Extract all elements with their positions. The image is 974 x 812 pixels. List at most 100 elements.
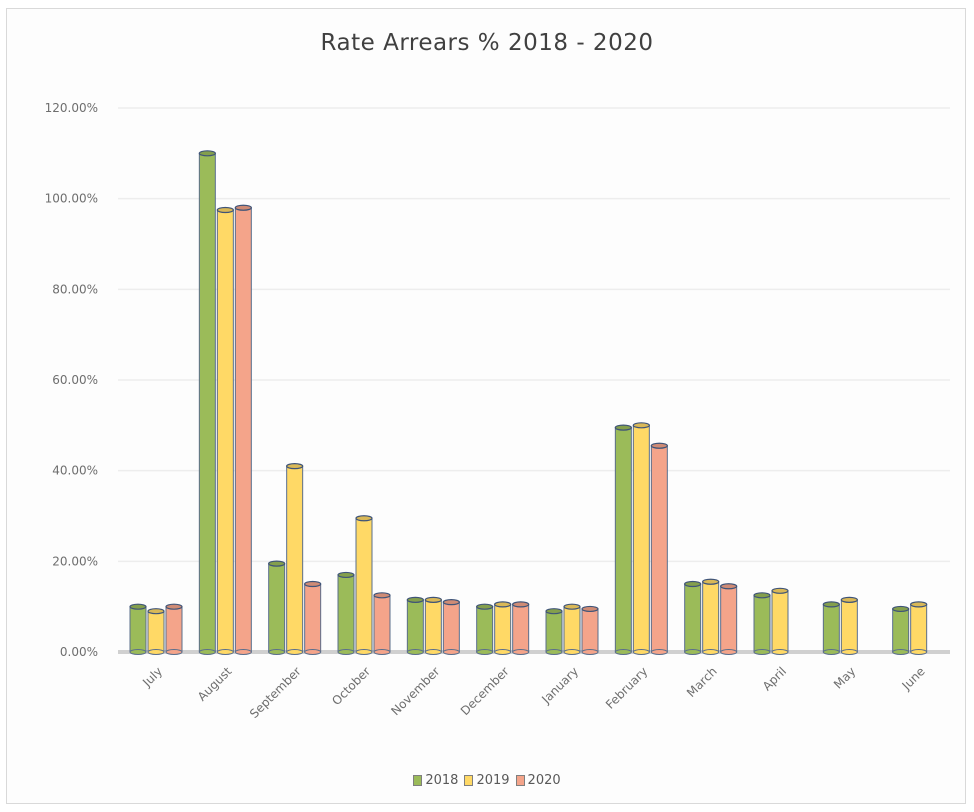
bar-top-2020-july xyxy=(165,603,183,610)
bar-base-2018-august xyxy=(198,649,216,655)
bar-top-2019-february xyxy=(632,422,650,429)
bar-top-2018-may xyxy=(822,601,840,608)
bar-base-2020-july xyxy=(165,649,183,655)
y-tick-label: 100.00% xyxy=(45,192,98,206)
bar-base-2020-october xyxy=(373,649,391,655)
bar-2019-december xyxy=(494,603,512,653)
x-category-label: October xyxy=(329,664,373,708)
bar-2018-december xyxy=(476,606,494,653)
bar-top-2019-march xyxy=(702,578,720,585)
y-tick-label: 60.00% xyxy=(52,373,98,387)
bar-top-2020-november xyxy=(442,599,460,606)
x-category-label: January xyxy=(538,664,581,707)
bar-2019-november xyxy=(424,599,442,653)
bar-base-2019-june xyxy=(910,649,928,655)
y-tick-label: 40.00% xyxy=(52,464,98,478)
bar-2019-march xyxy=(702,581,720,653)
bar-base-2018-june xyxy=(892,649,910,655)
bar-top-2018-january xyxy=(545,608,563,615)
bar-base-2019-september xyxy=(286,649,304,655)
bar-2018-october xyxy=(337,574,355,653)
bar-2018-june xyxy=(892,608,910,653)
x-category-label: July xyxy=(139,664,165,690)
bar-top-2020-march xyxy=(720,583,738,590)
bar-top-2018-december xyxy=(476,603,494,610)
bar-top-2018-august xyxy=(198,150,216,157)
bar-base-2018-december xyxy=(476,649,494,655)
legend-item-2020: 2020 xyxy=(515,773,561,788)
bar-base-2020-august xyxy=(234,649,252,655)
bar-base-2018-november xyxy=(406,649,424,655)
x-category-label: December xyxy=(458,664,512,718)
bar-top-2018-april xyxy=(753,592,771,599)
y-axis-ticks: 0.00% 20.00% 40.00% 60.00% 80.00% 100.00% 120.… xyxy=(45,101,98,659)
bar-base-2019-december xyxy=(494,649,512,655)
bar-top-2018-june xyxy=(892,605,910,613)
bars xyxy=(129,150,928,655)
bar-top-2019-august xyxy=(216,206,234,214)
legend-item-2019: 2019 xyxy=(464,773,510,788)
bar-2020-july xyxy=(165,606,183,653)
bar-top-2020-february xyxy=(650,442,668,449)
bar-base-2019-july xyxy=(147,649,165,655)
bar-top-2019-may xyxy=(840,596,858,603)
bar-base-2018-january xyxy=(545,649,563,655)
bar-top-2018-february xyxy=(614,424,632,431)
bar-top-2019-december xyxy=(494,601,512,608)
bar-base-2018-october xyxy=(337,649,355,655)
bar-2020-november xyxy=(442,601,460,653)
bar-base-2020-january xyxy=(581,649,599,655)
bar-base-2018-may xyxy=(822,649,840,655)
x-category-label: June xyxy=(899,664,928,693)
bar-top-2018-november xyxy=(406,596,424,603)
bar-2018-april xyxy=(753,594,771,653)
bar-2018-may xyxy=(822,603,840,653)
chart-frame xyxy=(6,8,966,804)
bar-base-2018-february xyxy=(614,649,632,655)
legend-swatch xyxy=(464,775,474,786)
bar-base-2019-january xyxy=(563,649,581,655)
bar-top-2020-january xyxy=(581,605,599,613)
bar-top-2020-december xyxy=(512,601,530,608)
bar-base-2019-may xyxy=(840,649,858,655)
bar-2019-february xyxy=(632,424,650,653)
x-category-label: March xyxy=(684,664,720,700)
bar-2020-august xyxy=(234,207,252,653)
bar-base-2019-february xyxy=(632,649,650,655)
legend-label: 2020 xyxy=(527,773,561,788)
bar-2020-february xyxy=(650,445,668,653)
bar-top-2019-july xyxy=(147,608,165,615)
bar-base-2020-september xyxy=(304,649,322,655)
bar-2020-january xyxy=(581,608,599,653)
bar-base-2019-august xyxy=(216,649,234,655)
legend: 2018 2019 2020 xyxy=(0,773,974,788)
bar-base-2020-march xyxy=(720,649,738,655)
bar-2019-may xyxy=(840,599,858,653)
bar-top-2018-september xyxy=(268,560,286,567)
x-category-label: November xyxy=(388,664,442,718)
bar-top-2020-august xyxy=(234,204,252,211)
bar-base-2018-july xyxy=(129,649,147,655)
legend-label: 2019 xyxy=(476,773,510,788)
bar-2018-november xyxy=(406,599,424,653)
bar-2019-april xyxy=(771,590,789,653)
y-tick-label: 20.00% xyxy=(52,554,98,568)
bar-top-2018-march xyxy=(684,580,702,588)
bar-base-2020-november xyxy=(442,649,460,655)
bar-top-2019-june xyxy=(910,601,928,608)
bar-top-2019-november xyxy=(424,596,442,603)
bar-2018-september xyxy=(268,563,286,653)
bar-2018-march xyxy=(684,583,702,653)
bar-2020-october xyxy=(373,594,391,653)
bar-base-2020-december xyxy=(512,649,530,655)
bar-top-2018-october xyxy=(337,571,355,579)
bar-base-2018-march xyxy=(684,649,702,655)
bar-2018-january xyxy=(545,610,563,653)
bar-2019-august xyxy=(216,209,234,653)
bar-2020-december xyxy=(512,603,530,653)
legend-swatch xyxy=(515,775,525,786)
bar-base-2019-october xyxy=(355,649,373,655)
x-category-label: February xyxy=(603,664,651,712)
bar-base-2019-march xyxy=(702,649,720,655)
